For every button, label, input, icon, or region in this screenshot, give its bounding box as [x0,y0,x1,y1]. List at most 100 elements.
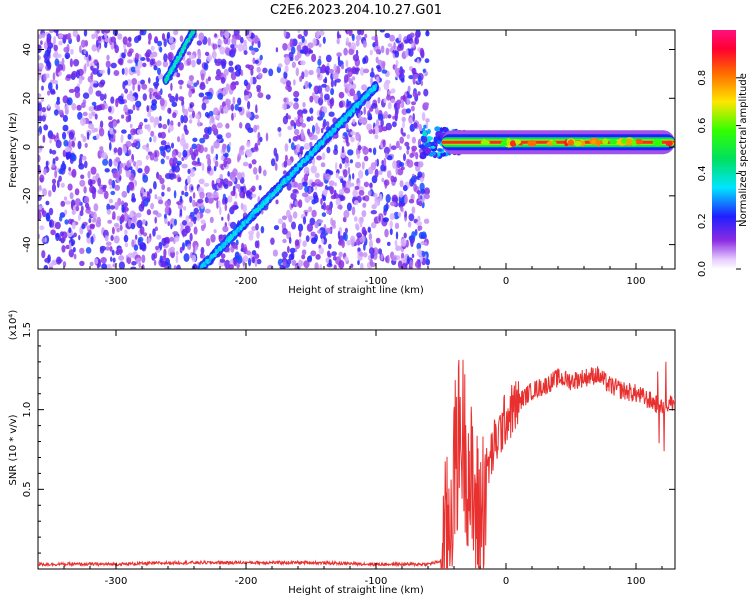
spectrogram-noise-cell [198,92,205,98]
spectrogram-noise-cell [310,115,314,122]
spectrogram-noise-cell [140,79,146,85]
spectrogram-noise-cell [124,229,128,236]
spectrogram-noise-cell [395,166,399,176]
spectrogram-noise-cell [390,98,396,104]
spectrogram-noise-cell [235,70,241,77]
spectrogram-noise-cell [127,133,132,140]
spectrogram-noise-cell [38,55,41,61]
spectrogram-noise-cell [58,168,63,175]
spectrogram-x-tick-label: -200 [235,276,258,287]
spectrogram-noise-cell [88,123,94,130]
spectrogram-noise-cell [201,102,207,111]
spectrogram-noise-cell [153,156,159,162]
spectrogram-noise-cell [246,141,251,148]
spectrogram-noise-cell [265,94,271,100]
spectrogram-noise-cell [79,45,82,54]
spectrogram-noise-cell [99,120,104,128]
spectrogram-noise-cell [135,234,138,240]
colorbar-tick-label: 0.2 [697,213,708,229]
spectrogram-noise-cell [304,185,310,193]
spectrogram-noise-cell [282,228,288,235]
spectrogram-carrier-cell [621,138,627,144]
spectrogram-noise-cell [114,44,119,54]
spectrogram-noise-cell [171,142,174,149]
spectrogram-noise-cell [41,32,46,39]
spectrogram-noise-cell [290,192,297,200]
spectrogram-noise-cell [106,54,110,61]
spectrogram-noise-cell [193,82,198,87]
spectrogram-noise-cell [314,220,319,229]
spectrogram-noise-cell [75,205,80,212]
spectrogram-noise-cell [84,202,90,209]
spectrogram-noise-cell [53,109,59,116]
spectrogram-carrier-cell [430,151,436,156]
spectrogram-noise-cell [131,261,137,266]
spectrogram-noise-cell [232,242,238,249]
spectrogram-noise-cell [332,219,336,227]
spectrogram-noise-cell [117,33,123,40]
spectrogram-noise-cell [100,257,107,264]
spectrogram-noise-cell [254,240,259,249]
spectrogram-noise-cell [50,229,56,236]
spectrogram-noise-cell [176,72,181,78]
spectrogram-noise-cell [78,77,83,85]
spectrogram-noise-cell [163,248,167,258]
spectrogram-noise-cell [374,34,378,43]
spectrogram-noise-cell [258,185,262,191]
spectrogram-noise-cell [71,168,77,178]
spectrogram-noise-cell [109,129,114,135]
spectrogram-noise-cell [131,239,135,248]
spectrogram-noise-cell [251,76,257,85]
spectrogram-noise-cell [189,147,193,156]
spectrogram-noise-cell [416,248,422,257]
spectrogram-noise-cell [408,75,415,80]
spectrogram-carrier-cell [652,138,663,147]
spectrogram-noise-cell [248,163,252,169]
spectrogram-noise-cell [281,251,288,259]
spectrogram-noise-cell [133,244,139,251]
spectrogram-noise-cell [342,216,347,223]
spectrogram-noise-cell [64,200,71,205]
spectrogram-noise-cell [107,67,111,76]
spectrogram-noise-cell [81,223,86,230]
spectrogram-noise-cell [343,169,348,178]
spectrogram-noise-cell [142,219,147,225]
spectrogram-noise-cell [110,190,116,196]
spectrogram-noise-cell [389,228,393,236]
spectrogram-noise-cell [38,34,43,39]
spectrogram-noise-cell [325,205,332,211]
spectrogram-noise-cell [215,75,221,81]
spectrogram-noise-cell [316,67,321,75]
spectrogram-noise-cell [112,257,116,263]
spectrogram-noise-cell [367,116,373,121]
spectrogram-noise-cell [47,104,50,109]
spectrogram-noise-cell [87,170,91,179]
spectrogram-noise-cell [181,190,185,196]
spectrogram-noise-cell [212,43,215,50]
spectrogram-noise-cell [364,33,368,39]
spectrogram-noise-cell [270,158,276,167]
spectrogram-noise-cell [184,191,189,197]
spectrogram-noise-cell [193,149,199,157]
spectrogram-noise-cell [352,172,355,180]
spectrogram-noise-cell [58,235,62,242]
spectrogram-noise-cell [172,157,178,165]
spectrogram-noise-cell [39,174,45,183]
spectrogram-noise-cell [311,209,317,218]
spectrogram-noise-cell [242,191,246,199]
spectrogram-carrier-cell [596,139,601,147]
spectrogram-noise-cell [214,33,218,38]
spectrogram-noise-cell [201,162,205,172]
spectrogram-noise-cell [59,215,63,222]
spectrogram-noise-cell [114,184,121,191]
spectrogram-noise-cell [135,165,139,170]
spectrogram-noise-cell [313,194,319,204]
spectrogram-noise-cell [345,180,352,190]
spectrogram-noise-cell [402,132,406,137]
spectrogram-noise-cell [246,149,253,158]
spectrogram-noise-cell [167,118,170,126]
spectrogram-noise-cell [228,264,234,269]
spectrogram-noise-cell [164,144,171,149]
spectrogram-noise-cell [371,103,378,109]
spectrogram-noise-cell [149,58,154,66]
